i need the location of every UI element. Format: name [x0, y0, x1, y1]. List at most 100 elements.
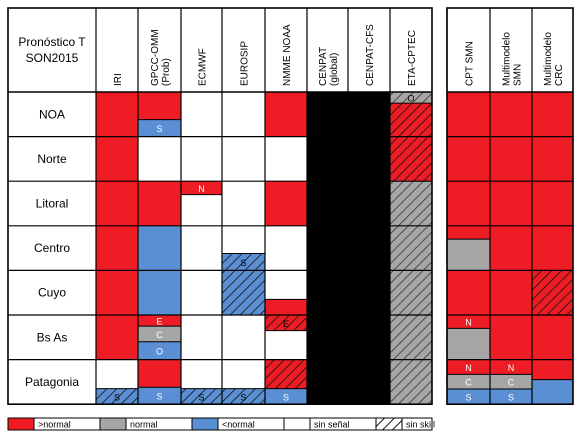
cell-ecmwf-bs-as	[181, 315, 222, 360]
cell-eta-cptec-noa-part-1	[390, 92, 432, 104]
cell-eta-cptec-cuyo	[390, 270, 432, 315]
cell-cpt-smn-centro-part-1	[447, 225, 490, 240]
cell-cpt-smn-bs-as-part-2	[447, 328, 490, 360]
cell-gpcc-omm-prob--litoral	[138, 181, 181, 226]
cell-eurosip-litoral	[222, 181, 265, 226]
cell-cenpat-global--bs-as	[307, 315, 348, 360]
cell-cenpat-global--cuyo	[307, 270, 348, 315]
cell-iri-noa	[96, 92, 138, 137]
cell-cenpat-global--litoral	[307, 181, 348, 226]
column-header-multimodelo-crc: Multimodelo CRC	[543, 32, 565, 86]
cell-code-label: N	[198, 184, 205, 194]
cell-cpt-smn-norte	[447, 136, 490, 182]
svg-text:CENPAT-CFS: CENPAT-CFS	[365, 24, 376, 86]
cell-code-label: C	[508, 378, 515, 388]
cell-code-label: O	[156, 347, 163, 357]
cell-eurosip-centro-part-1	[222, 225, 265, 254]
svg-text:Multimodelo: Multimodelo	[502, 32, 513, 86]
cell-cenpat-cfs-bs-as	[348, 315, 390, 360]
legend-label-hatch: sin skill	[406, 420, 435, 430]
svg-text:ETA-CPTEC: ETA-CPTEC	[407, 30, 418, 86]
cell-multimodelo-smn-bs-as	[490, 315, 532, 360]
table-title-line-2: SON2015	[26, 51, 79, 65]
cell-cenpat-global--noa	[307, 92, 348, 137]
legend-swatch-white	[283, 417, 311, 431]
column-header-eta-cptec: ETA-CPTEC	[407, 30, 418, 86]
legend-swatch-red	[7, 417, 35, 431]
cell-ecmwf-patagonia-part-1	[181, 359, 222, 389]
cell-multimodelo-smn-patagonia-part-3	[490, 389, 532, 405]
cell-eurosip-noa	[222, 92, 265, 137]
cell-eta-cptec-bs-as	[390, 315, 432, 360]
cell-multimodelo-smn-cuyo	[490, 270, 532, 315]
cell-gpcc-omm-prob--noa-part-2	[138, 119, 181, 137]
svg-text:GPCC-OMM: GPCC-OMM	[150, 29, 161, 86]
cell-nmme-noaa-centro	[265, 225, 307, 271]
column-header-ecmwf: ECMWF	[198, 48, 209, 86]
cell-code-label: S	[114, 392, 120, 402]
cell-cenpat-cfs-norte	[348, 136, 390, 182]
svg-text:SMN: SMN	[513, 64, 524, 86]
svg-text:Multimodelo: Multimodelo	[543, 32, 554, 86]
cell-eurosip-cuyo	[222, 270, 265, 315]
cell-ecmwf-norte	[181, 136, 222, 182]
cell-eurosip-patagonia-part-1	[222, 359, 265, 389]
cell-code-label: S	[156, 392, 162, 402]
cell-cpt-smn-patagonia-part-2	[447, 374, 490, 390]
region-label-norte: Norte	[37, 152, 67, 166]
cell-eurosip-norte	[222, 136, 265, 182]
legend-label-red: >normal	[38, 420, 71, 430]
cell-nmme-noaa-patagonia-part-2	[265, 388, 307, 405]
column-header-cenpat-cfs: CENPAT-CFS	[365, 24, 376, 86]
svg-text:IRI: IRI	[113, 73, 124, 86]
cell-ecmwf-litoral-part-2	[181, 194, 222, 226]
cell-nmme-noaa-litoral	[265, 181, 307, 226]
cell-cpt-smn-noa	[447, 92, 490, 137]
cell-cpt-smn-bs-as-part-1	[447, 315, 490, 329]
cell-cpt-smn-cuyo	[447, 270, 490, 315]
column-header-multimodelo-smn: Multimodelo SMN	[502, 32, 524, 86]
legend-label-gray: normal	[130, 420, 158, 430]
legend-swatch-gray	[99, 417, 127, 431]
cell-ecmwf-noa	[181, 92, 222, 137]
svg-text:CENPAT: CENPAT	[318, 47, 329, 86]
cell-ecmwf-cuyo	[181, 270, 222, 315]
cell-multimodelo-crc-bs-as	[532, 315, 573, 360]
cell-code-label: S	[240, 258, 246, 268]
cell-multimodelo-crc-litoral	[532, 181, 573, 226]
cell-eta-cptec-noa-part-2	[390, 103, 432, 137]
cell-gpcc-omm-prob--patagonia-part-1	[138, 359, 181, 388]
column-header-nmme-noaa: NMME NOAA	[282, 24, 293, 86]
table-title-line-1: Pronóstico T	[18, 35, 86, 49]
cell-multimodelo-crc-centro	[532, 225, 573, 271]
column-header-cpt-smn: CPT SMN	[465, 41, 476, 86]
cell-nmme-noaa-noa	[265, 92, 307, 137]
cell-eurosip-patagonia-part-2	[222, 388, 265, 405]
cell-cenpat-cfs-centro	[348, 225, 390, 271]
cell-code-label: S	[240, 392, 246, 402]
legend-label-blue: <normal	[222, 420, 255, 430]
cell-gpcc-omm-prob--norte	[138, 136, 181, 182]
cell-nmme-noaa-norte	[265, 136, 307, 182]
cell-ecmwf-litoral-part-1	[181, 181, 222, 195]
svg-text:NMME NOAA: NMME NOAA	[282, 24, 293, 86]
cell-code-label: O	[407, 94, 414, 104]
cell-multimodelo-smn-patagonia-part-2	[490, 374, 532, 390]
svg-text:CPT SMN: CPT SMN	[465, 41, 476, 86]
legend-swatch-blue	[191, 417, 219, 431]
cell-gpcc-omm-prob--bs-as-part-3	[138, 341, 181, 360]
cell-cenpat-cfs-noa	[348, 92, 390, 137]
cell-eta-cptec-litoral	[390, 181, 432, 226]
cell-code-label: S	[508, 393, 514, 403]
cell-gpcc-omm-prob--centro	[138, 225, 181, 271]
region-label-patagonia: Patagonia	[25, 375, 79, 389]
cell-code-label: N	[465, 318, 472, 328]
cell-code-label: N	[508, 363, 515, 373]
cell-eurosip-centro-part-2	[222, 253, 265, 271]
region-label-cuyo: Cuyo	[38, 286, 66, 300]
column-header-cenpat-global-: CENPAT (global)	[318, 47, 340, 86]
cell-gpcc-omm-prob--bs-as-part-1	[138, 315, 181, 327]
cell-code-label: S	[156, 124, 162, 134]
cell-nmme-noaa-cuyo-part-2	[265, 299, 307, 315]
